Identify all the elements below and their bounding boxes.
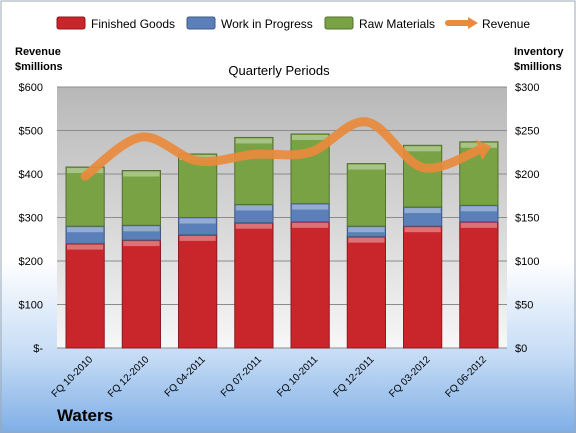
bar-finished-goods [346, 236, 386, 349]
bar-highlight [179, 218, 216, 224]
bar-highlight [123, 171, 160, 177]
revenue-line-layer [80, 117, 492, 181]
right-tick-label: $0 [515, 343, 527, 355]
legend-label-work-in-progress: Work in Progress [221, 17, 313, 31]
revenue-arrow-head [475, 139, 492, 161]
right-tick-label: $100 [515, 256, 539, 268]
legend-label-revenue: Revenue [482, 17, 530, 31]
legend-swatch-finished-goods [56, 16, 86, 30]
legend-label-raw-materials: Raw Materials [359, 17, 435, 31]
bar-finished-goods [459, 221, 499, 349]
bar-finished-goods [234, 222, 274, 349]
right-axis-ticks: $0 $50 $100 $150 $200 $250 $300 [515, 82, 539, 355]
bar-highlight [235, 205, 272, 211]
bar-raw-materials [234, 136, 274, 205]
right-tick-label: $250 [515, 126, 539, 138]
left-axis-label-line1: Revenue [15, 46, 61, 58]
bar-highlight [460, 206, 497, 212]
bar-finished-goods [290, 221, 330, 349]
bar-finished-goods [178, 234, 218, 349]
bar-highlight [235, 223, 272, 229]
legend-swatch-work-in-progress [186, 16, 216, 30]
left-tick-label: $400 [19, 169, 43, 181]
bar-finished-goods [121, 239, 161, 349]
bar-raw-materials [121, 170, 161, 226]
bar-finished-goods [403, 225, 443, 349]
legend-arrow-revenue [468, 17, 478, 29]
bar-highlight [348, 237, 385, 243]
bar-raw-materials [346, 163, 386, 227]
company-name: Waters [57, 406, 113, 425]
legend-label-finished-goods: Finished Goods [91, 17, 175, 31]
legend: Finished Goods Work in Progress Raw Materi… [56, 16, 530, 31]
bar-highlight [123, 241, 160, 247]
bar-highlight [404, 146, 441, 152]
bar-highlight [404, 208, 441, 214]
chart-title: Quarterly Periods [228, 63, 330, 78]
right-tick-label: $50 [515, 300, 533, 312]
bar-highlight [292, 222, 329, 228]
left-axis-ticks: $- $100 $200 $300 $400 $500 $600 [19, 82, 44, 355]
left-tick-label: $100 [19, 300, 43, 312]
right-axis-label-line2: $millions [514, 61, 562, 73]
left-tick-label: $500 [19, 126, 43, 138]
right-tick-label: $150 [515, 213, 539, 225]
bar-highlight [67, 244, 104, 250]
bar-highlight [235, 138, 272, 144]
left-tick-label: $200 [19, 256, 43, 268]
bar-highlight [460, 222, 497, 228]
left-tick-label: $600 [19, 82, 43, 94]
bar-finished-goods [65, 243, 105, 349]
bar-highlight [292, 134, 329, 140]
bar-highlight [404, 227, 441, 233]
right-tick-label: $200 [515, 169, 539, 181]
left-axis-label-line2: $millions [15, 61, 63, 73]
right-tick-label: $300 [515, 82, 539, 94]
left-tick-label: $- [33, 343, 43, 355]
bar-highlight [179, 235, 216, 241]
bars [65, 133, 499, 349]
bar-highlight [348, 164, 385, 170]
legend-swatch-raw-materials [324, 16, 354, 30]
bar-highlight [123, 226, 160, 232]
left-tick-label: $300 [19, 213, 43, 225]
bar-highlight [292, 204, 329, 210]
right-axis-label-line1: Inventory [514, 46, 564, 58]
bar-highlight [348, 227, 385, 233]
bar-highlight [67, 227, 104, 233]
revenue-line [80, 117, 484, 181]
